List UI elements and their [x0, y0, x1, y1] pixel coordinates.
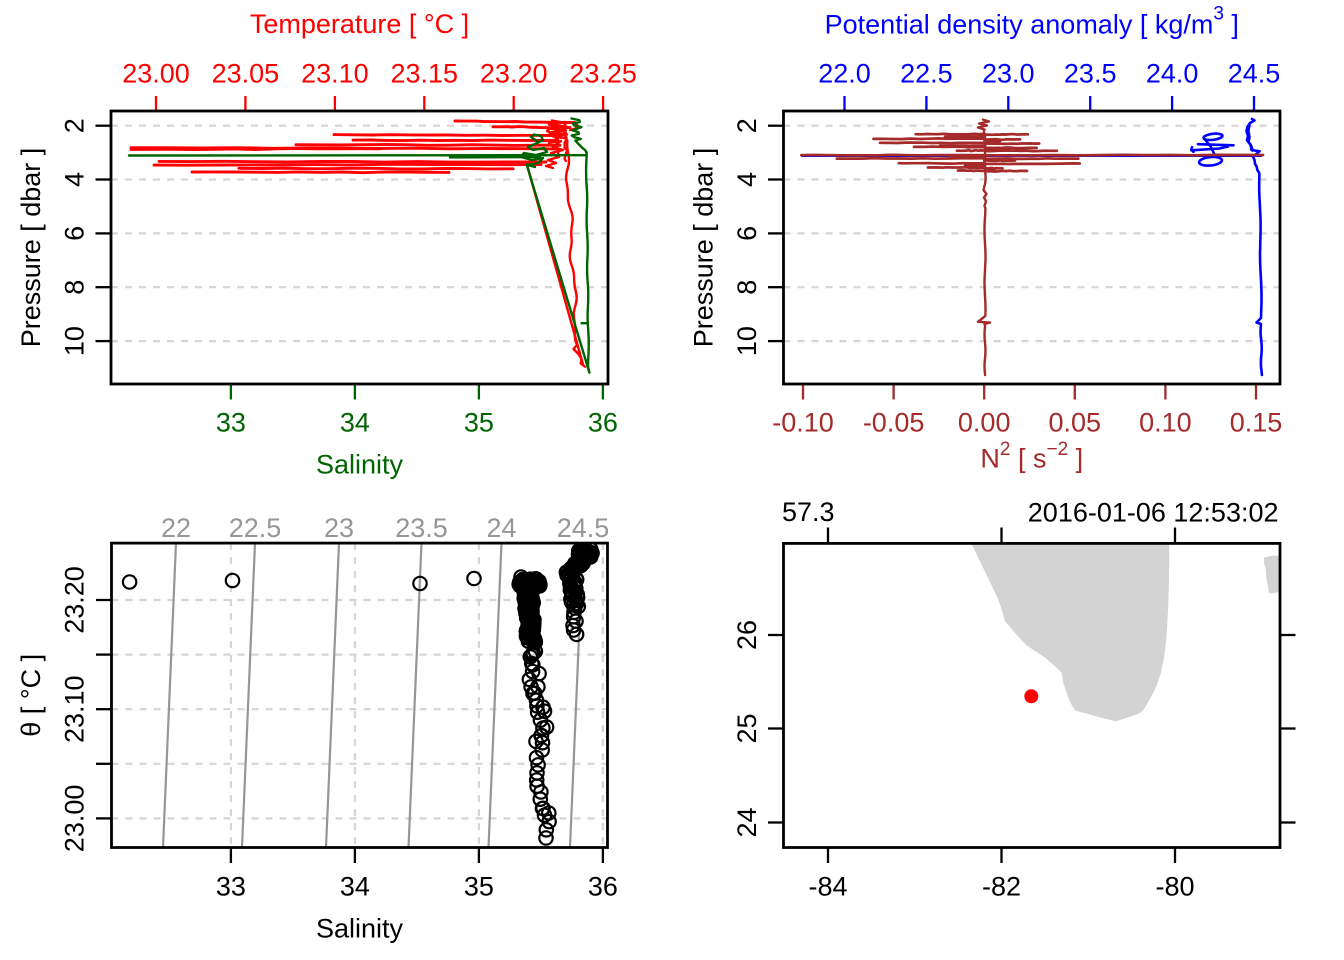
- svg-text:33: 33: [216, 872, 246, 902]
- svg-text:22: 22: [161, 513, 191, 543]
- svg-text:Pressure [ dbar ]: Pressure [ dbar ]: [689, 148, 719, 348]
- svg-text:22.5: 22.5: [900, 59, 953, 89]
- svg-text:6: 6: [60, 226, 90, 241]
- svg-text:-82: -82: [982, 872, 1021, 902]
- svg-text:24: 24: [486, 513, 516, 543]
- svg-text:Temperature [ °C ]: Temperature [ °C ]: [250, 9, 469, 39]
- svg-text:23.00: 23.00: [60, 785, 90, 853]
- svg-text:0.05: 0.05: [1049, 408, 1102, 438]
- svg-text:2: 2: [60, 118, 90, 133]
- svg-text:6: 6: [732, 226, 762, 241]
- svg-text:34: 34: [340, 872, 370, 902]
- svg-text:23.00: 23.00: [122, 59, 190, 89]
- svg-text:2: 2: [732, 118, 762, 133]
- svg-text:23.05: 23.05: [212, 59, 280, 89]
- svg-text:0.15: 0.15: [1230, 408, 1283, 438]
- svg-text:23.10: 23.10: [60, 675, 90, 743]
- svg-text:26: 26: [732, 620, 762, 650]
- svg-text:8: 8: [60, 280, 90, 295]
- svg-text:23.20: 23.20: [480, 59, 548, 89]
- svg-text:4: 4: [60, 172, 90, 187]
- svg-text:22.5: 22.5: [229, 513, 282, 543]
- svg-text:10: 10: [60, 326, 90, 356]
- svg-text:23.5: 23.5: [395, 513, 448, 543]
- svg-text:57.3: 57.3: [782, 497, 835, 527]
- svg-text:22.0: 22.0: [818, 59, 871, 89]
- svg-text:-80: -80: [1155, 872, 1194, 902]
- svg-text:0.00: 0.00: [958, 408, 1011, 438]
- svg-text:-0.05: -0.05: [863, 408, 925, 438]
- svg-text:24.5: 24.5: [557, 513, 610, 543]
- svg-text:35: 35: [464, 872, 494, 902]
- svg-text:4: 4: [732, 172, 762, 187]
- svg-text:36: 36: [588, 872, 618, 902]
- svg-text:24: 24: [732, 807, 762, 837]
- svg-text:23.0: 23.0: [982, 59, 1035, 89]
- svg-text:θ [ °C ]: θ [ °C ]: [16, 654, 46, 737]
- svg-text:23.5: 23.5: [1064, 59, 1117, 89]
- svg-text:23.25: 23.25: [569, 59, 637, 89]
- svg-text:23: 23: [324, 513, 354, 543]
- svg-text:23.10: 23.10: [301, 59, 369, 89]
- svg-text:N2 [ s−2 ]: N2 [ s−2 ]: [980, 439, 1083, 474]
- svg-text:8: 8: [732, 280, 762, 295]
- svg-text:Pressure [ dbar ]: Pressure [ dbar ]: [16, 148, 46, 348]
- svg-text:2016-01-06 12:53:02: 2016-01-06 12:53:02: [1028, 498, 1279, 528]
- svg-text:23.20: 23.20: [60, 566, 90, 634]
- svg-text:-0.10: -0.10: [772, 408, 834, 438]
- svg-text:0.10: 0.10: [1139, 408, 1192, 438]
- svg-text:Salinity: Salinity: [316, 450, 404, 480]
- svg-text:34: 34: [340, 408, 370, 438]
- svg-text:10: 10: [732, 326, 762, 356]
- svg-text:36: 36: [588, 408, 618, 438]
- svg-text:Salinity: Salinity: [316, 914, 404, 944]
- svg-text:24.0: 24.0: [1146, 59, 1199, 89]
- svg-text:33: 33: [216, 408, 246, 438]
- svg-text:Potential density anomaly [ kg: Potential density anomaly [ kg/m3 ]: [825, 4, 1239, 40]
- svg-text:24.5: 24.5: [1228, 59, 1281, 89]
- svg-text:23.15: 23.15: [391, 59, 459, 89]
- svg-text:-84: -84: [808, 872, 847, 902]
- svg-text:25: 25: [732, 713, 762, 743]
- svg-text:35: 35: [464, 408, 494, 438]
